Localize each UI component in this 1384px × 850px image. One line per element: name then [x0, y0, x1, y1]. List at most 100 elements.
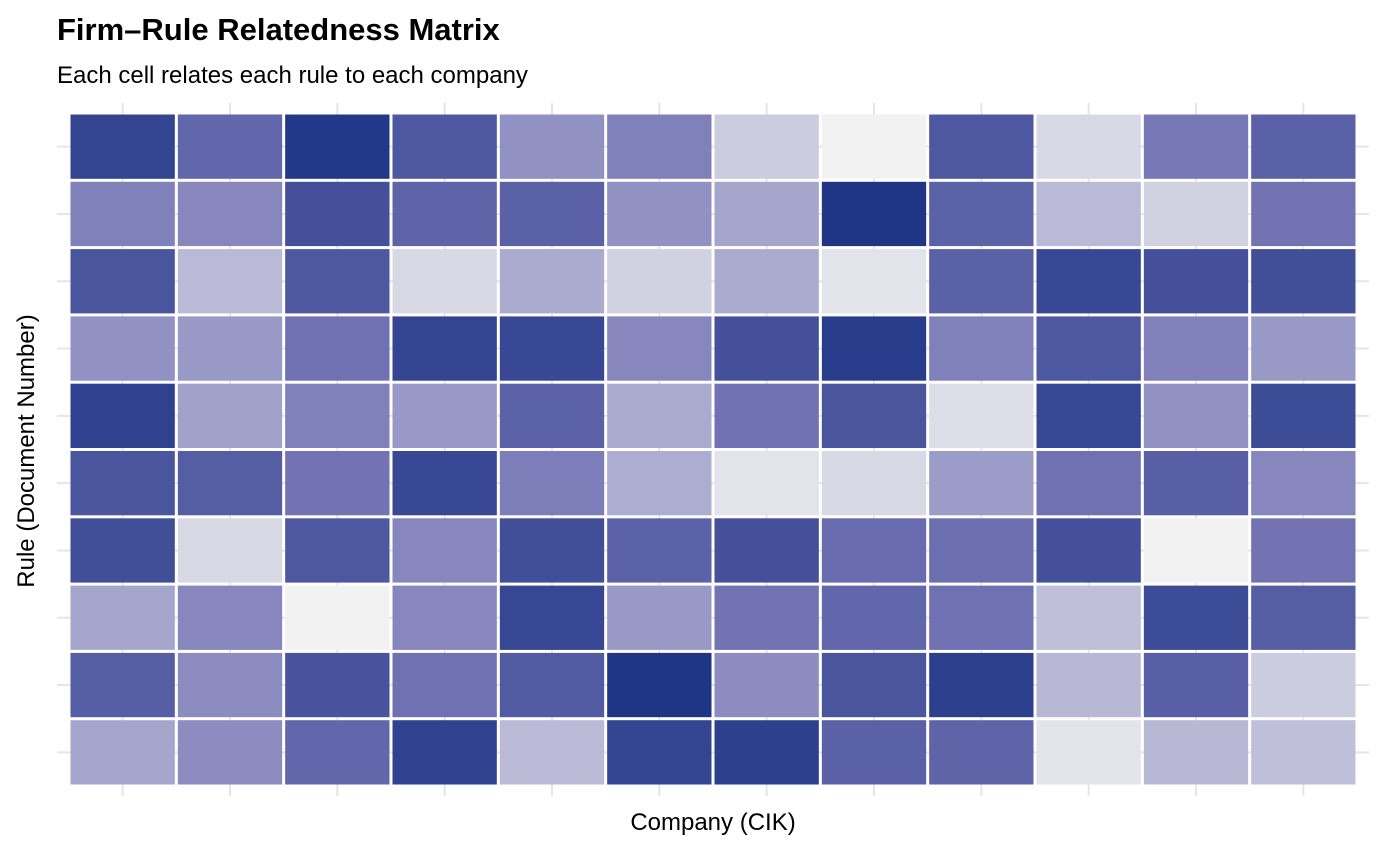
heatmap-cell-r8-c3 — [285, 585, 390, 650]
chart-title: Firm–Rule Relatedness Matrix — [57, 12, 500, 47]
heatmap-cell-r7-c3 — [285, 518, 390, 583]
heatmap-cell-r10-c12 — [1251, 720, 1356, 785]
heatmap-cell-r2-c3 — [285, 181, 390, 247]
heatmap-cell-r9-c12 — [1251, 652, 1356, 718]
heatmap-cell-r6-c5 — [499, 451, 605, 516]
heatmap-cell-r9-c7 — [714, 652, 819, 718]
heatmap-cell-r2-c5 — [499, 181, 605, 247]
heatmap-cell-r3-c12 — [1251, 249, 1356, 314]
heatmap-cell-r2-c11 — [1143, 181, 1249, 247]
heatmap-cell-r9-c2 — [177, 652, 283, 718]
heatmap-cell-r3-c5 — [499, 249, 605, 314]
heatmap-cell-r10-c11 — [1143, 720, 1249, 785]
heatmap-cell-r10-c4 — [392, 720, 497, 785]
heatmap-cell-r8-c5 — [499, 585, 605, 650]
heatmap-cell-r2-c10 — [1036, 181, 1141, 247]
heatmap-cell-r5-c11 — [1143, 383, 1249, 448]
heatmap-cell-r9-c5 — [499, 652, 605, 718]
heatmap-cell-r6-c6 — [607, 451, 712, 516]
heatmap-cell-r2-c8 — [821, 181, 927, 247]
heatmap-cell-r1-c9 — [929, 114, 1034, 179]
heatmap-cell-r8-c10 — [1036, 585, 1141, 650]
heatmap-cell-r7-c4 — [392, 518, 497, 583]
heatmap-cell-r6-c7 — [714, 451, 819, 516]
heatmap-cell-r2-c1 — [70, 181, 175, 247]
heatmap-cell-r5-c1 — [70, 383, 175, 448]
heatmap-cell-r7-c1 — [70, 518, 175, 583]
heatmap-cell-r8-c9 — [929, 585, 1034, 650]
heatmap-cell-r8-c4 — [392, 585, 497, 650]
heatmap-cell-r7-c10 — [1036, 518, 1141, 583]
heatmap-cell-r6-c12 — [1251, 451, 1356, 516]
heatmap-cell-r8-c11 — [1143, 585, 1249, 650]
heatmap-cell-r2-c2 — [177, 181, 283, 247]
heatmap-cell-r5-c8 — [821, 383, 927, 448]
heatmap-cell-r4-c4 — [392, 316, 497, 381]
heatmap-cell-r9-c9 — [929, 652, 1034, 718]
heatmap-cells — [70, 114, 1356, 785]
heatmap-cell-r8-c12 — [1251, 585, 1356, 650]
heatmap-cell-r1-c5 — [499, 114, 605, 179]
heatmap-cell-r3-c4 — [392, 249, 497, 314]
heatmap-cell-r3-c9 — [929, 249, 1034, 314]
chart-subtitle: Each cell relates each rule to each comp… — [57, 62, 528, 89]
heatmap-cell-r10-c9 — [929, 720, 1034, 785]
heatmap-cell-r5-c10 — [1036, 383, 1141, 448]
heatmap-cell-r1-c4 — [392, 114, 497, 179]
heatmap-cell-r10-c6 — [607, 720, 712, 785]
heatmap-cell-r3-c7 — [714, 249, 819, 314]
heatmap-cell-r3-c1 — [70, 249, 175, 314]
heatmap-cell-r4-c2 — [177, 316, 283, 381]
heatmap-cell-r3-c8 — [821, 249, 927, 314]
heatmap-cell-r5-c9 — [929, 383, 1034, 448]
heatmap-cell-r4-c1 — [70, 316, 175, 381]
heatmap-cell-r6-c10 — [1036, 451, 1141, 516]
heatmap-cell-r7-c11 — [1143, 518, 1249, 583]
heatmap-cell-r1-c7 — [714, 114, 819, 179]
heatmap-cell-r1-c2 — [177, 114, 283, 179]
heatmap-cell-r7-c9 — [929, 518, 1034, 583]
heatmap-cell-r1-c8 — [821, 114, 927, 179]
heatmap-cell-r7-c8 — [821, 518, 927, 583]
heatmap-cell-r4-c5 — [499, 316, 605, 381]
heatmap-cell-r9-c10 — [1036, 652, 1141, 718]
heatmap-cell-r2-c7 — [714, 181, 819, 247]
heatmap-cell-r5-c2 — [177, 383, 283, 448]
heatmap-cell-r5-c3 — [285, 383, 390, 448]
heatmap-cell-r10-c7 — [714, 720, 819, 785]
heatmap-cell-r1-c6 — [607, 114, 712, 179]
heatmap-cell-r4-c7 — [714, 316, 819, 381]
heatmap-cell-r8-c1 — [70, 585, 175, 650]
heatmap-cell-r7-c6 — [607, 518, 712, 583]
heatmap-cell-r7-c7 — [714, 518, 819, 583]
heatmap-cell-r3-c3 — [285, 249, 390, 314]
heatmap-cell-r10-c8 — [821, 720, 927, 785]
heatmap-cell-r8-c2 — [177, 585, 283, 650]
y-axis-label: Rule (Document Number) — [13, 314, 40, 587]
heatmap-cell-r4-c12 — [1251, 316, 1356, 381]
heatmap-cell-r1-c1 — [70, 114, 175, 179]
heatmap-cell-r6-c8 — [821, 451, 927, 516]
heatmap-cell-r5-c6 — [607, 383, 712, 448]
heatmap-cell-r9-c6 — [607, 652, 712, 718]
heatmap-cell-r4-c6 — [607, 316, 712, 381]
heatmap-cell-r9-c4 — [392, 652, 497, 718]
heatmap-cell-r1-c3 — [285, 114, 390, 179]
heatmap-cell-r3-c6 — [607, 249, 712, 314]
heatmap-cell-r3-c10 — [1036, 249, 1141, 314]
x-axis-label: Company (CIK) — [630, 809, 795, 836]
heatmap-cell-r6-c11 — [1143, 451, 1249, 516]
heatmap-cell-r5-c12 — [1251, 383, 1356, 448]
heatmap-cell-r5-c5 — [499, 383, 605, 448]
heatmap-cell-r5-c7 — [714, 383, 819, 448]
heatmap-cell-r10-c5 — [499, 720, 605, 785]
heatmap-cell-r3-c11 — [1143, 249, 1249, 314]
heatmap-cell-r2-c6 — [607, 181, 712, 247]
heatmap-cell-r3-c2 — [177, 249, 283, 314]
heatmap-cell-r8-c7 — [714, 585, 819, 650]
heatmap-cell-r10-c1 — [70, 720, 175, 785]
heatmap-cell-r6-c3 — [285, 451, 390, 516]
heatmap-cell-r7-c5 — [499, 518, 605, 583]
heatmap-cell-r2-c12 — [1251, 181, 1356, 247]
